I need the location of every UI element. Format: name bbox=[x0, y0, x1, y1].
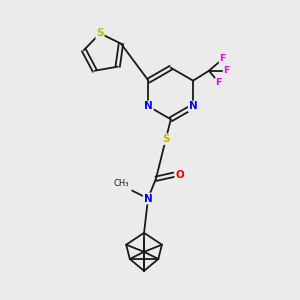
Text: CH₃: CH₃ bbox=[114, 178, 129, 188]
Text: O: O bbox=[175, 170, 184, 180]
Text: F: F bbox=[220, 54, 226, 63]
Text: N: N bbox=[144, 194, 152, 203]
Text: F: F bbox=[216, 78, 222, 87]
Text: F: F bbox=[224, 66, 230, 75]
Text: S: S bbox=[96, 28, 104, 38]
Text: N: N bbox=[144, 101, 153, 111]
Text: N: N bbox=[189, 101, 197, 111]
Text: S: S bbox=[162, 134, 169, 144]
